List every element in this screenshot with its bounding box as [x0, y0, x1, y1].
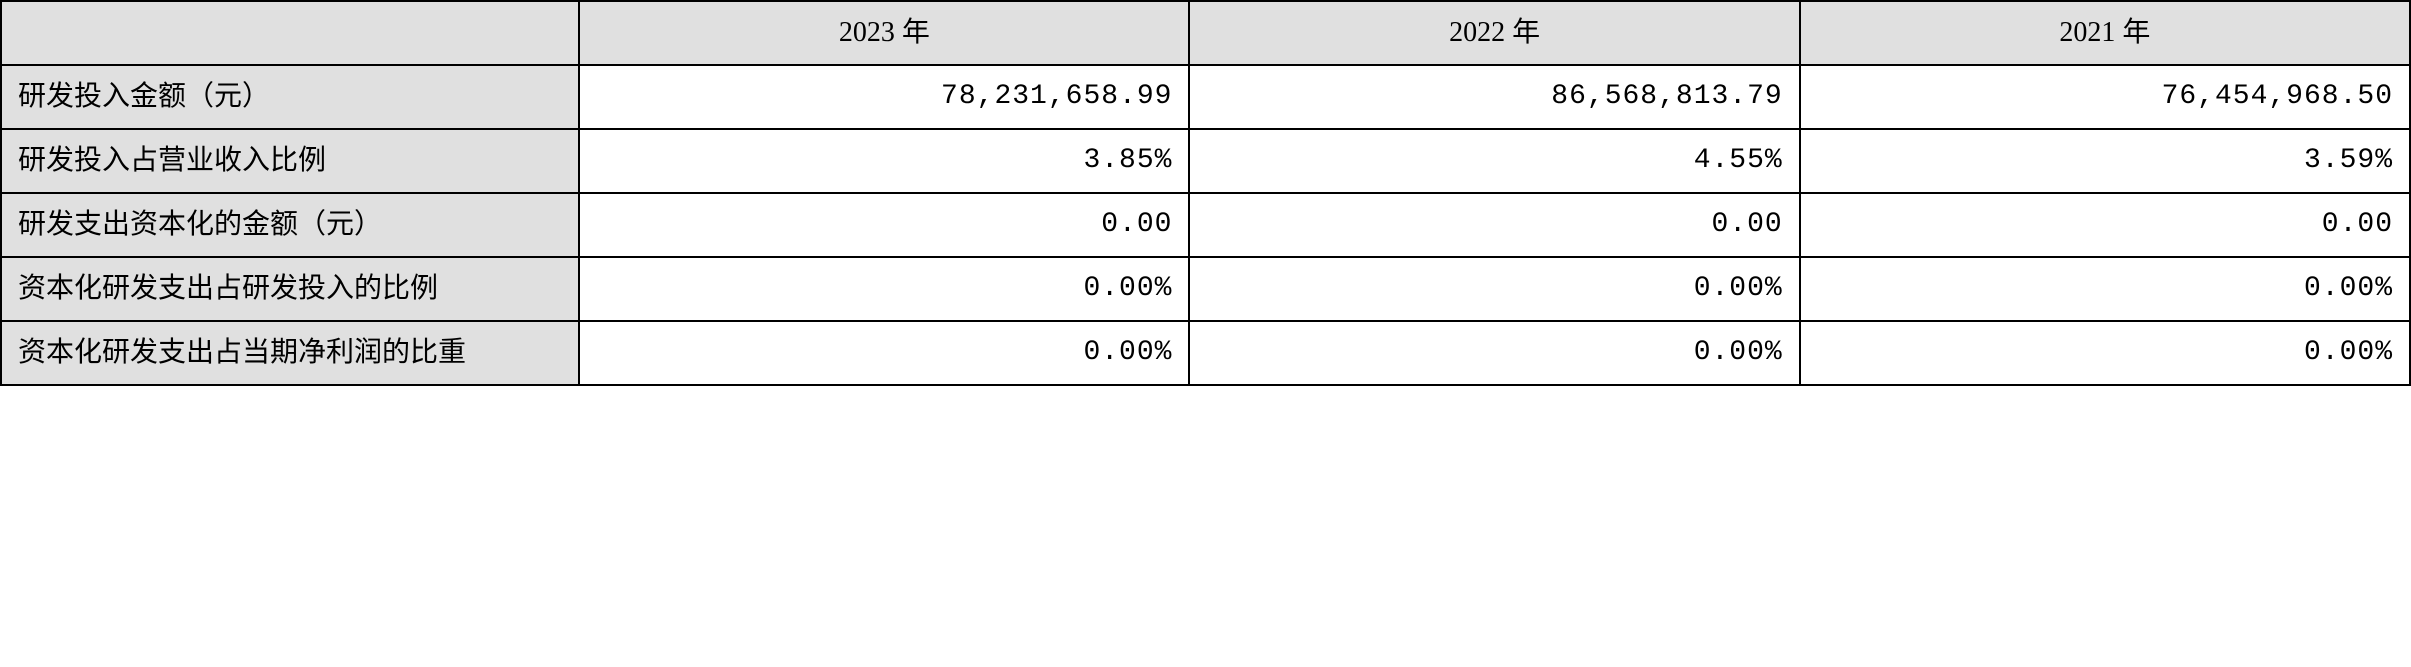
table-row: 资本化研发支出占研发投入的比例 0.00% 0.00% 0.00% — [1, 257, 2410, 321]
header-2021: 2021 年 — [1800, 1, 2410, 65]
header-2023: 2023 年 — [579, 1, 1189, 65]
cell-value: 3.85% — [579, 129, 1189, 193]
cell-value: 0.00% — [1189, 321, 1799, 385]
table-row: 研发投入金额（元） 78,231,658.99 86,568,813.79 76… — [1, 65, 2410, 129]
cell-value: 86,568,813.79 — [1189, 65, 1799, 129]
cell-value: 0.00% — [1800, 257, 2410, 321]
cell-value: 3.59% — [1800, 129, 2410, 193]
cell-value: 0.00% — [1800, 321, 2410, 385]
cell-value: 76,454,968.50 — [1800, 65, 2410, 129]
cell-value: 0.00% — [1189, 257, 1799, 321]
row-label: 研发投入占营业收入比例 — [1, 129, 579, 193]
table-row: 研发支出资本化的金额（元） 0.00 0.00 0.00 — [1, 193, 2410, 257]
cell-value: 0.00% — [579, 257, 1189, 321]
table-row: 研发投入占营业收入比例 3.85% 4.55% 3.59% — [1, 129, 2410, 193]
cell-value: 0.00 — [1800, 193, 2410, 257]
rd-investment-table: 2023 年 2022 年 2021 年 研发投入金额（元） 78,231,65… — [0, 0, 2411, 386]
cell-value: 4.55% — [1189, 129, 1799, 193]
cell-value: 0.00 — [579, 193, 1189, 257]
cell-value: 78,231,658.99 — [579, 65, 1189, 129]
header-blank — [1, 1, 579, 65]
row-label: 研发投入金额（元） — [1, 65, 579, 129]
cell-value: 0.00 — [1189, 193, 1799, 257]
cell-value: 0.00% — [579, 321, 1189, 385]
table-header-row: 2023 年 2022 年 2021 年 — [1, 1, 2410, 65]
row-label: 研发支出资本化的金额（元） — [1, 193, 579, 257]
table-row: 资本化研发支出占当期净利润的比重 0.00% 0.00% 0.00% — [1, 321, 2410, 385]
row-label: 资本化研发支出占研发投入的比例 — [1, 257, 579, 321]
row-label: 资本化研发支出占当期净利润的比重 — [1, 321, 579, 385]
header-2022: 2022 年 — [1189, 1, 1799, 65]
